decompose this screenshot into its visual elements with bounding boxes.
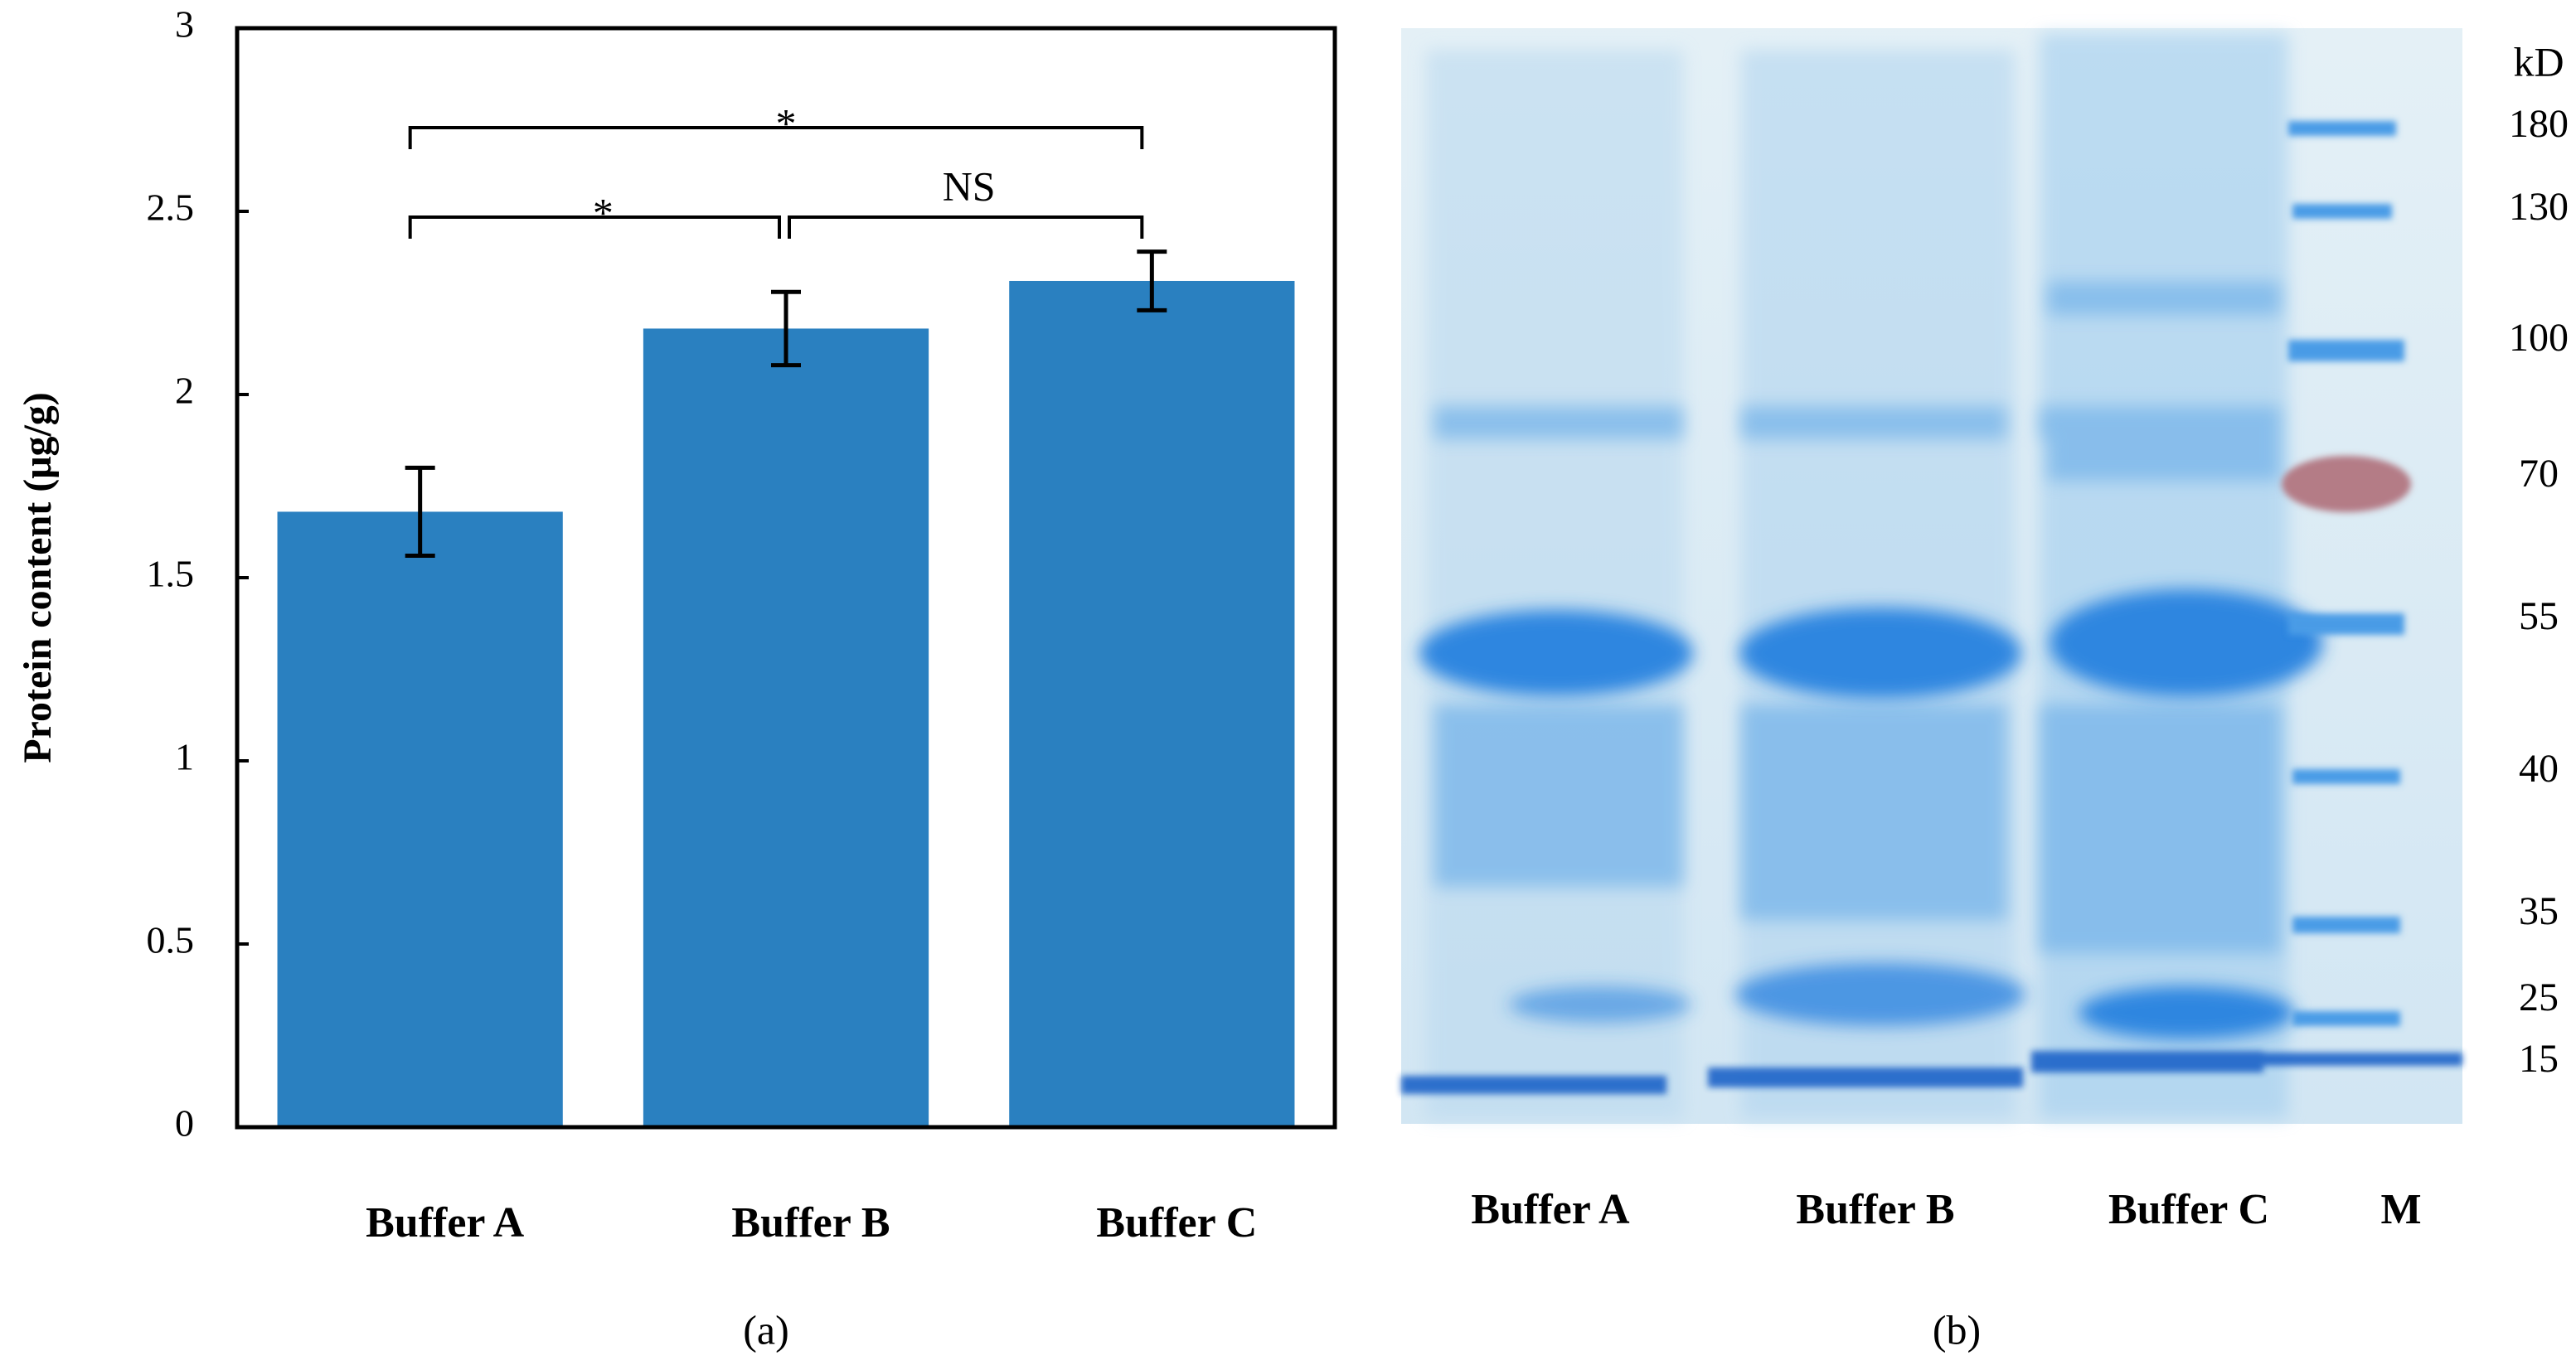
marker-label: 70	[2519, 452, 2559, 496]
error-bar	[771, 289, 801, 368]
error-bar	[405, 465, 435, 558]
bar	[1009, 280, 1295, 1128]
bracket	[788, 215, 1144, 239]
marker-label: 100	[2509, 316, 2569, 360]
gel-image	[1401, 28, 2462, 1124]
panel-label: (b)	[1933, 1306, 1981, 1353]
bar	[277, 511, 563, 1127]
significance-label: *	[776, 99, 797, 146]
y-tick-label: 0	[175, 1102, 194, 1145]
y-tick-label: 1	[175, 736, 194, 778]
y-tick-label: 3	[175, 3, 194, 46]
marker-label: 40	[2519, 747, 2559, 791]
bracket	[408, 215, 781, 239]
marker-label: 180	[2509, 102, 2569, 146]
panel-label: (a)	[743, 1306, 789, 1353]
marker-label: 35	[2519, 889, 2559, 933]
bracket	[408, 126, 1144, 149]
significance-label: *	[593, 189, 614, 235]
plot-frame	[235, 26, 1337, 1130]
y-tick-label: 2	[175, 370, 194, 412]
lane-label: Buffer B	[1796, 1186, 1954, 1233]
x-tick-label: Buffer B	[731, 1199, 890, 1247]
bar	[643, 328, 929, 1127]
marker-label: 130	[2509, 185, 2569, 229]
y-axis-label: Protein content (μg/g)	[16, 392, 60, 763]
y-tick-label: 2.5	[147, 186, 195, 229]
error-bar	[1137, 249, 1167, 312]
lane-label: M	[2380, 1186, 2421, 1233]
marker-label: 25	[2519, 975, 2559, 1019]
unit-label: kD	[2513, 38, 2564, 85]
y-tick-label: 0.5	[147, 919, 195, 961]
lane-label: Buffer C	[2108, 1186, 2269, 1233]
marker-label: 55	[2519, 594, 2559, 638]
x-tick-label: Buffer C	[1096, 1199, 1257, 1247]
significance-label: NS	[943, 162, 996, 209]
x-tick-label: Buffer A	[366, 1199, 525, 1247]
y-tick-label: 1.5	[147, 553, 195, 595]
lane-label: Buffer A	[1471, 1186, 1630, 1233]
marker-label: 15	[2519, 1037, 2559, 1081]
